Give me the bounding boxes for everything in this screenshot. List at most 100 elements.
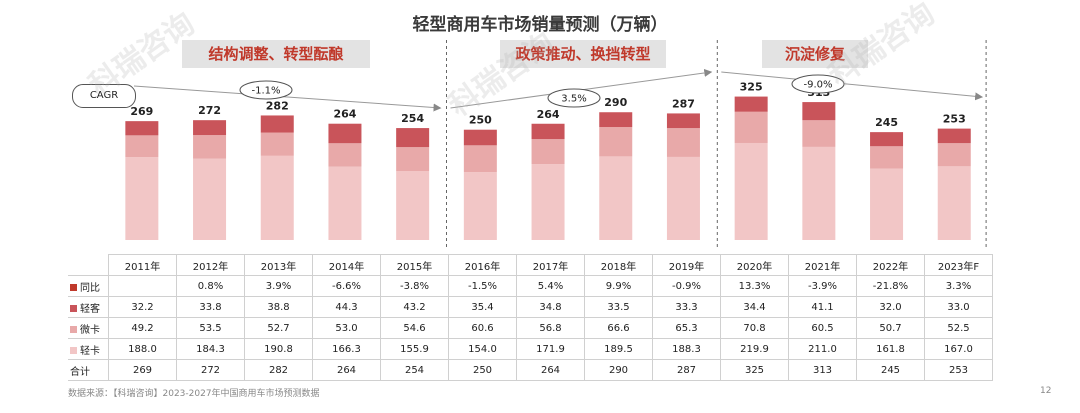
table-row-label: 轻客 xyxy=(68,296,109,318)
bar-segment-light-truck xyxy=(734,142,768,240)
bar-segment-light-truck xyxy=(260,155,294,240)
table-cell: 188.0 xyxy=(108,338,177,360)
legend-swatch xyxy=(70,325,77,333)
page-number: 12 xyxy=(1040,386,1052,396)
table-cell: 290 xyxy=(584,359,653,381)
phase-label-2: 政策推动、换挡转型 xyxy=(500,40,666,68)
table-cell: 56.8 xyxy=(516,317,585,339)
bar-segment-mini-truck xyxy=(870,146,904,169)
table-row: 同比 0.8% 3.9% -6.6% -3.8% -1.5% 5.4% 9.9% -0.9% 13… xyxy=(68,275,993,297)
table-cell: 44.3 xyxy=(312,296,381,318)
table-cell: 32.0 xyxy=(856,296,925,318)
table-row-label-text: 微卡 xyxy=(80,324,100,336)
bar-segment-light-bus xyxy=(599,112,633,128)
bar-segment-mini-truck xyxy=(666,128,700,157)
table-header-year: 2018年 xyxy=(584,254,653,276)
table-row: 微卡 49.2 53.5 52.7 53.0 54.6 60.6 56.8 66.6 65.3 70… xyxy=(68,317,993,339)
chart-area: 269272282264254250264290287325313245253-… xyxy=(125,40,987,250)
table-cell: -0.9% xyxy=(652,275,721,297)
bar-segment-light-truck xyxy=(328,166,362,240)
table-cell: 161.8 xyxy=(856,338,925,360)
table-cell: 264 xyxy=(516,359,585,381)
bar-segment-mini-truck xyxy=(463,145,497,173)
data-label-total: 325 xyxy=(740,81,763,94)
table-cell: 34.8 xyxy=(516,296,585,318)
table-cell: 60.5 xyxy=(788,317,857,339)
data-label-total: 264 xyxy=(537,108,560,121)
table-cell: 9.9% xyxy=(584,275,653,297)
table-header-year: 2013年 xyxy=(244,254,313,276)
table-cell: 211.0 xyxy=(788,338,857,360)
data-label-total: 287 xyxy=(672,97,695,110)
bar-segment-mini-truck xyxy=(193,135,227,159)
table-cell: 184.3 xyxy=(176,338,245,360)
data-label-total: 264 xyxy=(333,108,356,121)
table-cell: 60.6 xyxy=(448,317,517,339)
bar-segment-light-bus xyxy=(531,123,565,140)
chart-title: 轻型商用车市场销量预测（万辆） xyxy=(412,15,668,35)
legend-swatch xyxy=(70,346,77,354)
cagr-value: 3.5% xyxy=(561,94,586,105)
table-header-year: 2012年 xyxy=(176,254,245,276)
table-row-label-text: 轻客 xyxy=(80,303,100,315)
table-cell: 66.6 xyxy=(584,317,653,339)
table-cell: 0.8% xyxy=(176,275,245,297)
table-cell: 287 xyxy=(652,359,721,381)
table-cell: 219.9 xyxy=(720,338,789,360)
cagr-label: CAGR xyxy=(72,84,136,108)
table-cell: 34.4 xyxy=(720,296,789,318)
bar-segment-light-bus xyxy=(666,113,700,129)
table-row-label-text: 轻卡 xyxy=(80,345,100,357)
bar-segment-mini-truck xyxy=(802,120,836,147)
table-cell: 52.7 xyxy=(244,317,313,339)
legend-swatch xyxy=(70,283,77,291)
table-cell: 272 xyxy=(176,359,245,381)
data-label-total: 282 xyxy=(266,99,289,112)
table-header-year: 2015年 xyxy=(380,254,449,276)
data-label-total: 272 xyxy=(198,104,221,117)
cagr-trend-arrow xyxy=(133,85,442,112)
table-cell: 269 xyxy=(108,359,177,381)
data-label-total: 290 xyxy=(604,96,627,109)
phase-label-1: 结构调整、转型酝酿 xyxy=(182,40,370,68)
legend-swatch xyxy=(70,304,77,312)
bar-segment-light-bus xyxy=(193,120,227,136)
table-cell: 53.0 xyxy=(312,317,381,339)
table-cell: 32.2 xyxy=(108,296,177,318)
table-header-year: 2014年 xyxy=(312,254,381,276)
bar-segment-light-bus xyxy=(937,128,971,144)
table-cell: 190.8 xyxy=(244,338,313,360)
table-cell: 54.6 xyxy=(380,317,449,339)
bar-segment-mini-truck xyxy=(599,127,633,157)
bar-segment-light-truck xyxy=(870,168,904,240)
bar-segment-light-truck xyxy=(531,164,565,240)
table-cell: 53.5 xyxy=(176,317,245,339)
bar-segment-light-bus xyxy=(328,123,362,144)
table-cell: -21.8% xyxy=(856,275,925,297)
bar-segment-mini-truck xyxy=(328,143,362,167)
bar-segment-mini-truck xyxy=(125,135,159,158)
bar-segment-light-bus xyxy=(802,102,836,121)
table-cell: 253 xyxy=(924,359,993,381)
table-header-year: 2020年 xyxy=(720,254,789,276)
table-cell: 167.0 xyxy=(924,338,993,360)
table-row: 轻客 32.2 33.8 38.8 44.3 43.2 35.4 34.8 33.5 33.3 34… xyxy=(68,296,993,318)
data-label-total: 269 xyxy=(130,105,153,118)
bar-segment-light-truck xyxy=(599,156,633,240)
bar-segment-light-bus xyxy=(260,115,294,133)
bar-segment-light-truck xyxy=(193,158,227,240)
data-label-total: 254 xyxy=(401,112,424,125)
table-cell: -6.6% xyxy=(312,275,381,297)
bar-segment-mini-truck xyxy=(260,132,294,156)
table-cell: -3.8% xyxy=(380,275,449,297)
data-label-total: 253 xyxy=(943,113,966,126)
bar-segment-light-bus xyxy=(734,96,768,112)
table-cell: 245 xyxy=(856,359,925,381)
bar-segment-light-bus xyxy=(125,121,159,136)
table-cell: 188.3 xyxy=(652,338,721,360)
table-cell: 254 xyxy=(380,359,449,381)
bar-segment-light-bus xyxy=(870,132,904,147)
table-cell: 70.8 xyxy=(720,317,789,339)
table-row-label-text: 合计 xyxy=(70,366,90,378)
table-header-year: 2017年 xyxy=(516,254,585,276)
